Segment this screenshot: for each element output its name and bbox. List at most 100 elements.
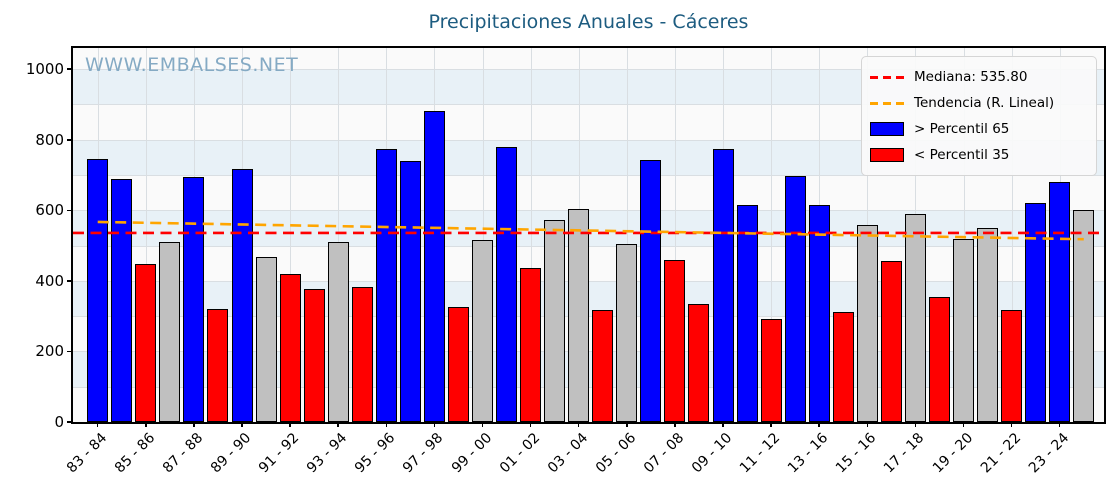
bar [279, 273, 301, 422]
bar [904, 213, 926, 422]
y-tick-label: 1000 [25, 60, 64, 79]
x-tick [674, 422, 676, 427]
bar [760, 319, 782, 422]
v-gridline [530, 48, 532, 422]
x-tick [241, 422, 243, 427]
v-gridline [482, 48, 484, 422]
h-gridline [73, 175, 1104, 177]
bar [856, 224, 878, 422]
y-tick-label: 400 [35, 271, 64, 290]
legend-item-trend: Tendencia (R. Lineal) [870, 90, 1086, 116]
v-gridline [145, 48, 147, 422]
bar [712, 148, 734, 422]
bar [616, 244, 638, 422]
y-tick-label: 800 [35, 130, 64, 149]
v-gridline [963, 48, 965, 422]
bar [1001, 310, 1023, 422]
bar [1049, 182, 1071, 422]
bar [87, 159, 109, 422]
x-tick [193, 422, 195, 427]
bar [375, 148, 397, 422]
bar [688, 303, 710, 422]
y-tick [67, 421, 72, 423]
bar [832, 311, 854, 422]
bar [736, 205, 758, 422]
bar [135, 263, 157, 422]
legend-label-above-p65: > Percentil 65 [914, 121, 1010, 137]
v-gridline [338, 48, 340, 422]
bar [664, 260, 686, 422]
x-tick [433, 422, 436, 427]
bar [255, 256, 277, 422]
x-tick [722, 422, 724, 427]
bar [111, 178, 133, 422]
trend-dash-swatch [870, 101, 904, 105]
bar [447, 307, 469, 422]
bar [953, 238, 974, 422]
reference-lines [73, 220, 1104, 241]
bar [544, 220, 566, 422]
bar [496, 146, 518, 422]
y-tick [67, 350, 72, 353]
below-p35-swatch [870, 148, 904, 162]
bar [183, 177, 205, 422]
median-dash-swatch [870, 75, 904, 79]
x-tick [337, 422, 339, 427]
y-tick-label: 200 [35, 342, 64, 361]
legend-item-median: Mediana: 535.80 [870, 64, 1086, 90]
legend: Mediana: 535.80 Tendencia (R. Lineal) > … [861, 56, 1097, 176]
legend-item-below-p35: < Percentil 35 [870, 142, 1086, 168]
legend-label-below-p35: < Percentil 35 [914, 147, 1010, 163]
bar [159, 242, 181, 422]
bar [520, 268, 542, 422]
trend-line [97, 220, 1084, 241]
bar [303, 289, 325, 422]
y-tick [67, 138, 72, 141]
x-tick [529, 422, 532, 427]
bar [207, 309, 229, 422]
x-tick [962, 422, 965, 427]
y-tick [67, 280, 72, 282]
y-tick-label: 600 [35, 201, 64, 220]
h-gridline [73, 139, 1104, 141]
above-p65-swatch [870, 122, 904, 136]
x-tick [818, 422, 820, 427]
x-tick [866, 422, 869, 427]
bar [808, 204, 830, 422]
x-tick [770, 422, 772, 427]
bar [928, 297, 950, 422]
bar [351, 286, 373, 422]
v-gridline [290, 48, 292, 422]
bar [1073, 209, 1095, 422]
bar [423, 111, 445, 422]
bar [880, 261, 902, 422]
x-tick [289, 422, 291, 427]
bar [640, 160, 662, 422]
x-tick [481, 422, 484, 427]
v-gridline [626, 48, 628, 422]
x-tick [626, 422, 628, 427]
x-tick [577, 422, 580, 427]
legend-label-median: Mediana: 535.80 [914, 69, 1028, 85]
v-gridline [674, 48, 676, 422]
legend-item-above-p65: > Percentil 65 [870, 116, 1086, 142]
y-tick [67, 68, 72, 70]
x-tick [1058, 422, 1061, 427]
bar [327, 242, 349, 422]
bar [977, 227, 999, 422]
h-gridline [73, 69, 1104, 71]
h-gridline [73, 104, 1104, 106]
x-tick [914, 422, 917, 427]
x-tick [145, 422, 147, 427]
bar [568, 208, 590, 422]
x-tick [96, 422, 99, 427]
x-tick [1010, 422, 1013, 427]
legend-label-trend: Tendencia (R. Lineal) [914, 95, 1055, 111]
plot-area: WWW.EMBALSES.NET Mediana: 535.80 Tendenc… [73, 48, 1104, 422]
y-tick-label: 0 [54, 413, 64, 431]
v-gridline [1011, 48, 1013, 422]
bar [784, 175, 806, 422]
bar [1025, 202, 1047, 422]
x-tick [385, 422, 388, 427]
